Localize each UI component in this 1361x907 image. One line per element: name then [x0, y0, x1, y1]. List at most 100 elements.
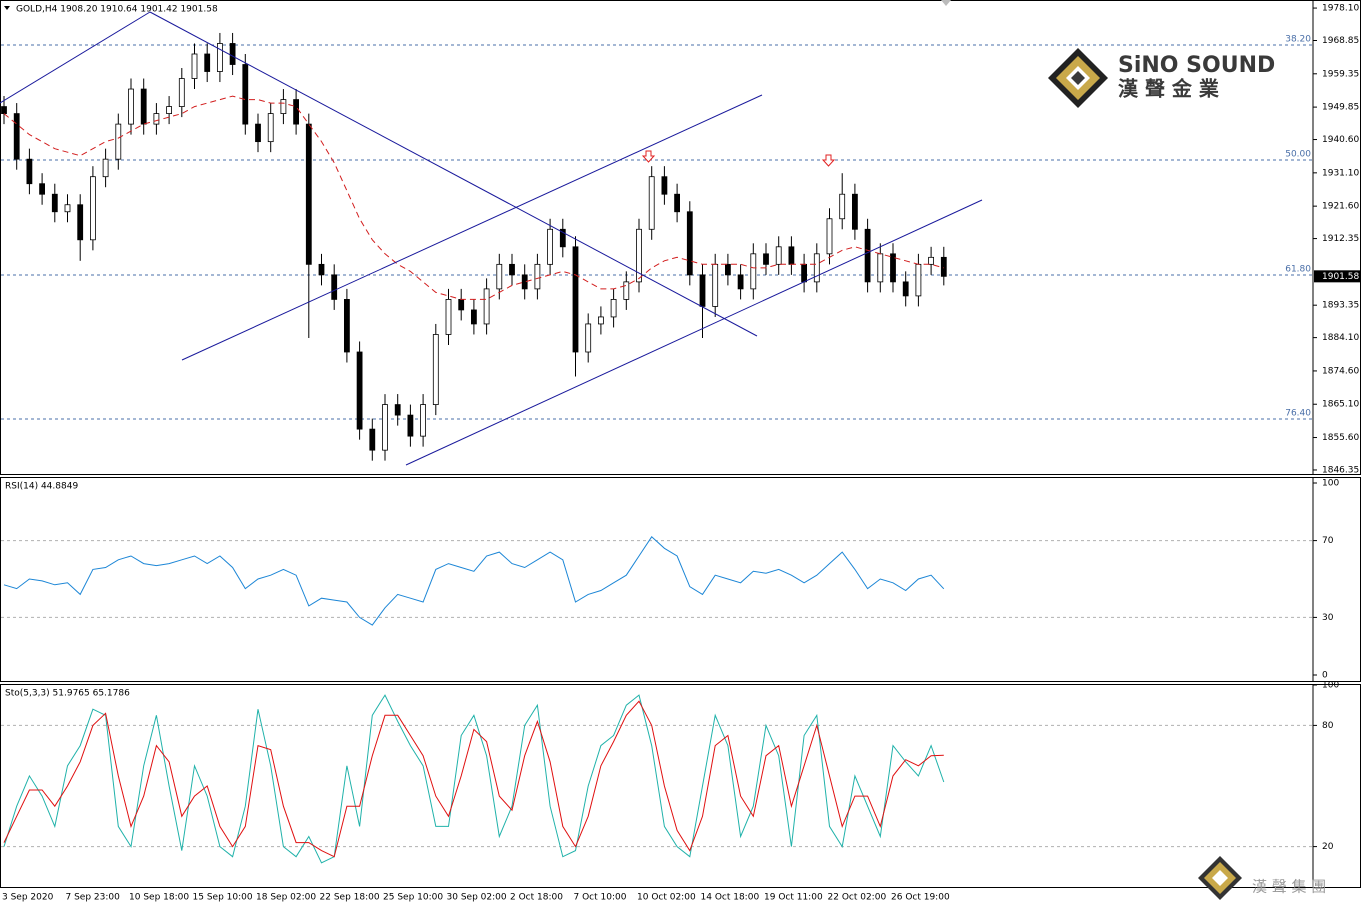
- candle-body: [699, 274, 706, 307]
- candle-body: [572, 246, 579, 353]
- candle-body: [267, 113, 274, 143]
- y-tick-label: 1874.60: [1322, 366, 1359, 376]
- logo-diamond: [1071, 71, 1085, 85]
- candle-body: [153, 113, 160, 125]
- candle-body: [356, 351, 363, 430]
- candle-body: [115, 123, 122, 160]
- candle-body: [458, 299, 465, 311]
- candle-body: [26, 158, 33, 185]
- logo: SiNO SOUND 漢 聲 金 業: [1048, 48, 1275, 108]
- candle-body: [39, 183, 45, 195]
- candle-body: [877, 253, 884, 283]
- candle-body: [77, 204, 84, 241]
- candle-body: [445, 299, 452, 335]
- candle-body: [229, 43, 236, 65]
- x-tick-label: 7 Oct 10:00: [574, 893, 627, 903]
- candle-body: [432, 334, 439, 405]
- y-tick-label: 1959.35: [1322, 69, 1359, 79]
- candle-body: [712, 263, 719, 307]
- candle-body: [369, 428, 376, 451]
- logo-chinese: 漢 聲 金 業: [1118, 77, 1220, 101]
- y-tick-label: 1949.85: [1322, 103, 1359, 113]
- x-tick-label: 10 Oct 02:00: [637, 893, 696, 903]
- candle-body: [496, 263, 503, 290]
- y-tick-label: 100: [1322, 681, 1339, 691]
- x-tick-label: 22 Oct 02:00: [828, 893, 887, 903]
- candle-body: [331, 274, 338, 300]
- level-label: 76.40: [1285, 408, 1311, 418]
- x-tick-label: 26 Oct 19:00: [891, 893, 950, 903]
- candle-body: [128, 88, 134, 125]
- footer-logo: 漢 聲 集 團: [1198, 856, 1326, 900]
- arrows: [641, 150, 836, 167]
- trend-lines: [0, 11, 983, 466]
- candle-body: [940, 256, 947, 277]
- down-arrow: [821, 154, 836, 167]
- level-label: 61.80: [1285, 265, 1311, 275]
- candle-body: [915, 263, 922, 297]
- candle-body: [648, 176, 655, 230]
- trend-line: [149, 11, 758, 337]
- series-line: [3, 95, 944, 300]
- y-tick-label: 1893.35: [1322, 301, 1359, 311]
- candle-body: [890, 253, 896, 283]
- candle-body: [610, 299, 617, 318]
- pane-title: GOLD,H4 1908.20 1910.64 1901.42 1901.58: [16, 5, 218, 15]
- x-tick-label: 25 Sep 10:00: [383, 893, 443, 903]
- candle-body: [788, 246, 795, 265]
- candle-body: [674, 193, 680, 213]
- y-tick-label: 20: [1322, 842, 1334, 852]
- candle-body: [737, 274, 744, 290]
- price-tag-label: 1901.58: [1322, 272, 1359, 282]
- menu-icon: [4, 6, 10, 10]
- candle-body: [204, 53, 211, 72]
- y-tick-label: 100: [1322, 479, 1339, 489]
- candle-body: [636, 228, 642, 283]
- series-line: [3, 694, 945, 864]
- level-label: 50.00: [1285, 150, 1311, 160]
- logo-name: SiNO SOUND: [1118, 53, 1275, 78]
- x-tick-label: 22 Sep 18:00: [320, 893, 380, 903]
- y-tick-label: 1855.60: [1322, 433, 1359, 443]
- candle-body: [293, 99, 300, 125]
- pane-title: RSI(14) 44.8849: [5, 482, 78, 492]
- candle-body: [242, 64, 249, 125]
- y-tick-label: 0: [1322, 671, 1328, 681]
- candle-body: [318, 263, 325, 276]
- candle-body: [763, 253, 769, 265]
- candle-body: [64, 204, 71, 213]
- y-tick-label: 1865.10: [1322, 400, 1359, 410]
- y-tick-label: 70: [1322, 536, 1334, 546]
- candle-body: [801, 263, 807, 283]
- candle-body: [216, 43, 223, 72]
- candle-body: [178, 78, 185, 107]
- candle-body: [382, 404, 388, 451]
- y-tick-label: 30: [1322, 613, 1334, 623]
- candle-body: [864, 228, 871, 283]
- candle-body: [725, 263, 731, 276]
- candle-body: [191, 53, 198, 79]
- candle-body: [534, 263, 541, 290]
- y-tick-label: 1912.35: [1322, 234, 1359, 244]
- shift-marker: [941, 0, 951, 6]
- candle-body: [470, 309, 477, 325]
- footer-logo-text: 漢 聲 集 團: [1252, 878, 1326, 896]
- x-tick-label: 3 Sep 2020: [2, 893, 54, 903]
- candle-body: [547, 228, 553, 265]
- y-tick-label: 1931.10: [1322, 168, 1359, 178]
- y-tick-label: 1978.10: [1322, 4, 1359, 14]
- candle-body: [255, 123, 261, 143]
- candle-body: [559, 228, 566, 248]
- price-tag: [1314, 270, 1360, 283]
- pane-title: Sto(5,3,3) 51.9765 65.1786: [5, 689, 130, 699]
- candle-body: [902, 281, 909, 297]
- candle-body: [623, 281, 630, 300]
- y-tick-label: 1846.35: [1322, 465, 1359, 475]
- x-tick-label: 30 Sep 02:00: [447, 893, 507, 903]
- candle-body: [661, 176, 668, 195]
- logo-diamond: [1212, 870, 1228, 886]
- candle-body: [509, 263, 515, 276]
- candle-body: [280, 99, 287, 114]
